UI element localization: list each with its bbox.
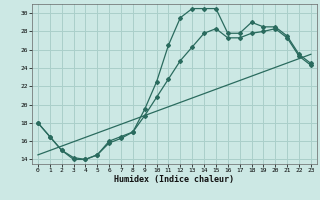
X-axis label: Humidex (Indice chaleur): Humidex (Indice chaleur) <box>115 175 234 184</box>
